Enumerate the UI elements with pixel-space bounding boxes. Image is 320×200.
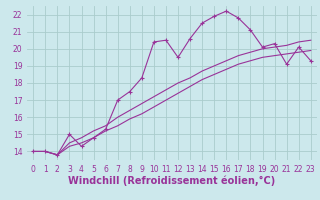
X-axis label: Windchill (Refroidissement éolien,°C): Windchill (Refroidissement éolien,°C): [68, 175, 276, 186]
